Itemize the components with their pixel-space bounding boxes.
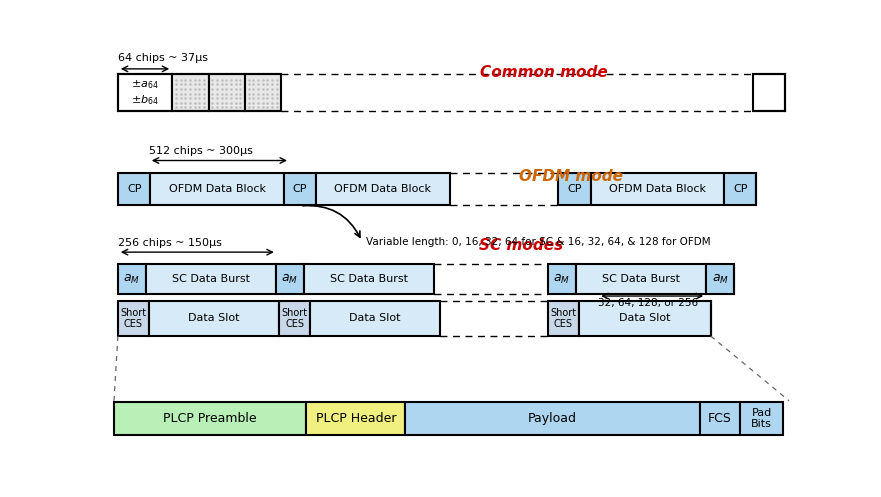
- Bar: [706, 264, 734, 294]
- Bar: [172, 74, 209, 111]
- Text: SC Data Burst: SC Data Burst: [330, 274, 408, 284]
- Bar: [118, 173, 151, 205]
- Text: Data Slot: Data Slot: [350, 314, 401, 324]
- Text: PLCP Preamble: PLCP Preamble: [163, 412, 257, 425]
- Bar: [304, 264, 434, 294]
- Bar: [740, 402, 783, 435]
- Text: 512 chips ~ 300μs: 512 chips ~ 300μs: [149, 146, 253, 156]
- Bar: [149, 301, 279, 336]
- Text: SC Data Burst: SC Data Burst: [602, 274, 680, 284]
- Bar: [114, 402, 307, 435]
- Text: Variable length: 0, 16, 32, 64 for SC & 16, 32, 64, & 128 for OFDM: Variable length: 0, 16, 32, 64 for SC & …: [366, 237, 710, 247]
- Text: Data Slot: Data Slot: [189, 314, 240, 324]
- Bar: [209, 74, 245, 111]
- Text: 64 chips ~ 37μs: 64 chips ~ 37μs: [118, 54, 208, 64]
- Text: Payload: Payload: [528, 412, 577, 425]
- Text: CP: CP: [292, 184, 307, 194]
- Bar: [118, 74, 172, 111]
- Bar: [118, 264, 145, 294]
- Bar: [316, 173, 449, 205]
- Text: $a_M$: $a_M$: [281, 272, 299, 286]
- Bar: [307, 402, 405, 435]
- Bar: [576, 264, 706, 294]
- Text: $a_M$: $a_M$: [712, 272, 729, 286]
- Bar: [558, 173, 590, 205]
- Bar: [284, 173, 316, 205]
- Text: OFDM mode: OFDM mode: [519, 169, 623, 184]
- Bar: [276, 264, 304, 294]
- Bar: [279, 301, 310, 336]
- Text: 32, 64, 128, or 256: 32, 64, 128, or 256: [598, 298, 699, 308]
- Text: $a_M$: $a_M$: [123, 272, 140, 286]
- Bar: [145, 264, 276, 294]
- Bar: [245, 74, 281, 111]
- Bar: [700, 402, 740, 435]
- Bar: [548, 301, 579, 336]
- Text: OFDM Data Block: OFDM Data Block: [335, 184, 432, 194]
- Bar: [151, 173, 284, 205]
- Bar: [118, 301, 149, 336]
- Text: SC Data Burst: SC Data Burst: [172, 274, 250, 284]
- Text: $\pm a_{64}$
$\pm b_{64}$: $\pm a_{64}$ $\pm b_{64}$: [131, 79, 159, 107]
- Text: $a_M$: $a_M$: [553, 272, 570, 286]
- Bar: [579, 301, 711, 336]
- Text: Short
CES: Short CES: [121, 308, 146, 329]
- Text: OFDM Data Block: OFDM Data Block: [609, 184, 706, 194]
- Text: SC modes: SC modes: [478, 238, 563, 253]
- Bar: [753, 74, 785, 111]
- Text: FCS: FCS: [708, 412, 732, 425]
- Bar: [310, 301, 440, 336]
- Text: CP: CP: [127, 184, 141, 194]
- Text: Common mode: Common mode: [480, 65, 608, 80]
- Bar: [548, 264, 576, 294]
- Text: Pad
Bits: Pad Bits: [751, 408, 772, 429]
- Text: PLCP Header: PLCP Header: [315, 412, 396, 425]
- Text: Short
CES: Short CES: [282, 308, 307, 329]
- Text: OFDM Data Block: OFDM Data Block: [168, 184, 265, 194]
- Text: CP: CP: [733, 184, 747, 194]
- Text: CP: CP: [567, 184, 581, 194]
- Bar: [405, 402, 700, 435]
- Bar: [724, 173, 757, 205]
- Bar: [590, 173, 724, 205]
- Text: Data Slot: Data Slot: [619, 314, 670, 324]
- Text: Short
CES: Short CES: [551, 308, 576, 329]
- Text: 256 chips ~ 150μs: 256 chips ~ 150μs: [118, 238, 222, 248]
